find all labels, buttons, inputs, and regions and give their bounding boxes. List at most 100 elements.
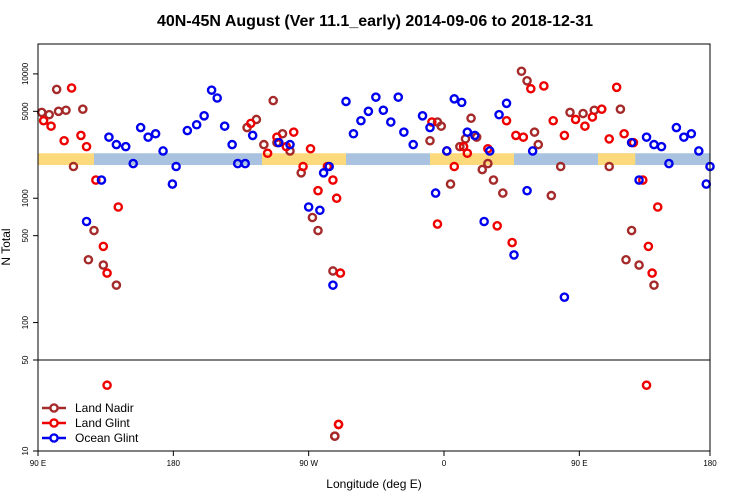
point-ocean-glint: [143, 132, 153, 142]
point-ocean-glint: [120, 141, 131, 152]
point-land-nadir: [621, 254, 631, 265]
point-ocean-glint: [527, 146, 538, 156]
axis-layer: 90 E 180 90 W 0 90 E 180 10000 5000 1000 500 100 50…: [21, 62, 717, 468]
point-land-glint: [328, 175, 338, 185]
point-land-nadir: [445, 179, 456, 189]
x-tick-label: 90 W: [299, 459, 318, 468]
point-ocean-glint: [356, 115, 366, 126]
point-ocean-glint: [219, 121, 230, 131]
point-ocean-glint: [701, 179, 712, 189]
y-tick-label: 100: [21, 315, 30, 329]
point-ocean-glint: [206, 85, 217, 95]
point-land-nadir: [111, 280, 122, 290]
point-land-nadir: [98, 260, 109, 270]
point-land-glint: [313, 185, 323, 196]
point-ocean-glint: [649, 139, 659, 150]
point-ocean-glint: [81, 216, 92, 227]
point-land-nadir: [78, 104, 88, 115]
point-land-nadir: [578, 108, 588, 119]
point-land-glint: [559, 130, 570, 141]
y-tick-label: 1000: [21, 189, 30, 207]
point-land-nadir: [522, 75, 532, 86]
point-land-glint: [518, 132, 529, 142]
point-land-glint: [113, 202, 124, 212]
point-land-glint: [298, 161, 308, 172]
x-tick-label: 180: [167, 459, 181, 468]
point-land-glint: [611, 82, 622, 93]
point-land-glint: [102, 380, 112, 391]
point-land-nadir: [51, 84, 62, 95]
point-land-nadir: [626, 225, 637, 236]
point-ocean-glint: [694, 146, 704, 156]
x-axis-label: Longitude (deg E): [326, 477, 421, 491]
legend-marker: [49, 418, 59, 428]
point-ocean-glint: [417, 111, 428, 121]
point-land-nadir: [533, 139, 544, 150]
point-ocean-glint: [324, 161, 335, 172]
point-land-glint: [432, 219, 443, 229]
point-land-glint: [305, 143, 316, 154]
point-ocean-glint: [191, 119, 202, 130]
y-tick-label: 5000: [21, 102, 30, 120]
point-land-nadir: [83, 254, 94, 265]
point-land-nadir: [615, 104, 626, 115]
point-ocean-glint: [135, 122, 146, 133]
point-land-glint: [262, 148, 273, 159]
point-land-glint: [59, 135, 69, 146]
point-land-nadir: [604, 161, 615, 172]
band-layer: [38, 153, 710, 166]
point-ocean-glint: [479, 216, 489, 227]
point-land-nadir: [436, 121, 447, 131]
point-ocean-glint: [509, 250, 519, 260]
point-land-glint: [580, 121, 590, 131]
point-land-nadir: [36, 107, 47, 118]
point-land-glint: [526, 83, 536, 94]
band-segment: [262, 153, 346, 166]
chart-title: 40N-45N August (Ver 11.1_early) 2014-09-…: [157, 13, 593, 30]
legend-marker: [49, 433, 59, 443]
point-land-nadir: [328, 266, 338, 276]
band-segment: [38, 153, 94, 166]
point-ocean-glint: [315, 205, 325, 216]
point-land-nadir: [546, 190, 557, 201]
point-ocean-glint: [441, 146, 452, 156]
point-ocean-glint: [158, 146, 168, 156]
point-ocean-glint: [408, 139, 419, 150]
point-land-nadir: [565, 107, 575, 118]
point-ocean-glint: [484, 146, 495, 156]
point-ocean-glint: [559, 292, 570, 302]
point-land-glint: [102, 268, 112, 278]
point-ocean-glint: [171, 161, 181, 172]
point-land-glint: [76, 130, 86, 141]
point-land-nadir: [488, 175, 499, 185]
y-tick-label: 10000: [21, 62, 30, 85]
point-land-glint: [38, 115, 49, 126]
x-tick-label: 90 E: [30, 459, 46, 468]
point-land-nadir: [89, 225, 99, 236]
point-land-glint: [638, 175, 648, 185]
point-ocean-glint: [462, 127, 473, 137]
point-ocean-glint: [501, 98, 512, 109]
point-land-glint: [587, 112, 598, 122]
y-axis-label: N Total: [0, 228, 13, 265]
plot-frame: [37, 43, 711, 452]
point-ocean-glint: [494, 109, 504, 120]
point-ocean-glint: [671, 122, 682, 133]
point-ocean-glint: [626, 137, 637, 148]
point-ocean-glint: [212, 93, 222, 103]
point-land-glint: [245, 118, 256, 129]
point-land-glint: [507, 237, 517, 248]
point-land-glint: [596, 104, 607, 115]
point-land-glint: [333, 419, 344, 430]
point-land-nadir: [483, 158, 493, 169]
point-ocean-glint: [247, 130, 258, 141]
point-land-glint: [98, 241, 109, 252]
point-land-nadir: [268, 95, 279, 106]
point-ocean-glint: [182, 125, 193, 136]
point-land-nadir: [649, 280, 659, 290]
point-land-nadir: [313, 225, 323, 236]
point-land-glint: [46, 121, 56, 131]
point-land-glint: [288, 127, 299, 137]
